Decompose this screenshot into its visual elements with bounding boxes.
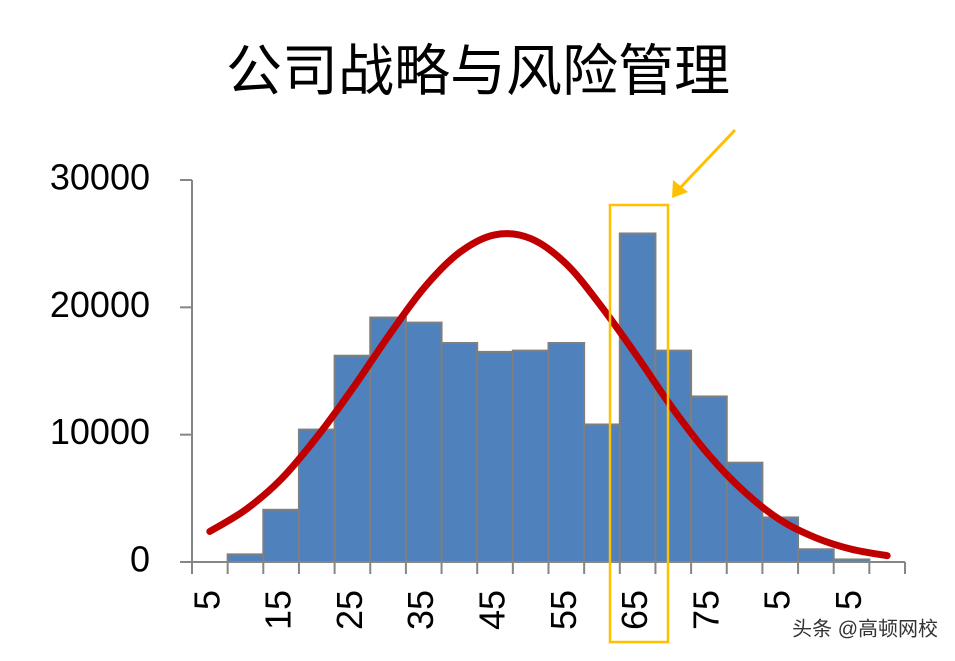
x-tick-label: 5: [828, 590, 869, 610]
y-tick-label: 10000: [50, 411, 150, 452]
bar: [547, 341, 586, 563]
bar: [654, 349, 693, 564]
bar: [440, 341, 479, 563]
x-tick-label: 55: [543, 590, 584, 630]
curve: [206, 230, 891, 560]
x-tick-label: 25: [329, 590, 370, 630]
x-tick-label: 65: [614, 590, 655, 630]
x-tick-label: 5: [186, 590, 227, 610]
watermark: 头条 @高顿网校: [792, 617, 938, 640]
bar: [226, 553, 265, 563]
x-tick-label: 35: [400, 590, 441, 630]
bar: [690, 395, 728, 564]
highlight-box: [608, 203, 670, 644]
bar: [511, 349, 550, 564]
bar: [618, 232, 657, 563]
arrow-shaft: [678, 128, 737, 190]
arrow-head: [672, 180, 688, 198]
x-tick-label: 5: [757, 590, 798, 610]
x-tick-label: 15: [258, 590, 299, 630]
x-tick-label: 75: [685, 590, 726, 630]
y-tick-label: 20000: [50, 284, 150, 325]
x-tick-label: 45: [472, 590, 513, 630]
bar: [797, 548, 835, 563]
bar: [476, 350, 514, 563]
chart-title: 公司战略与风险管理: [226, 40, 730, 105]
y-tick-label: 0: [130, 539, 150, 580]
bar: [404, 321, 443, 564]
bar: [761, 516, 800, 564]
bar: [583, 423, 621, 564]
y-tick-label: 30000: [50, 157, 150, 198]
bar: [262, 508, 300, 563]
